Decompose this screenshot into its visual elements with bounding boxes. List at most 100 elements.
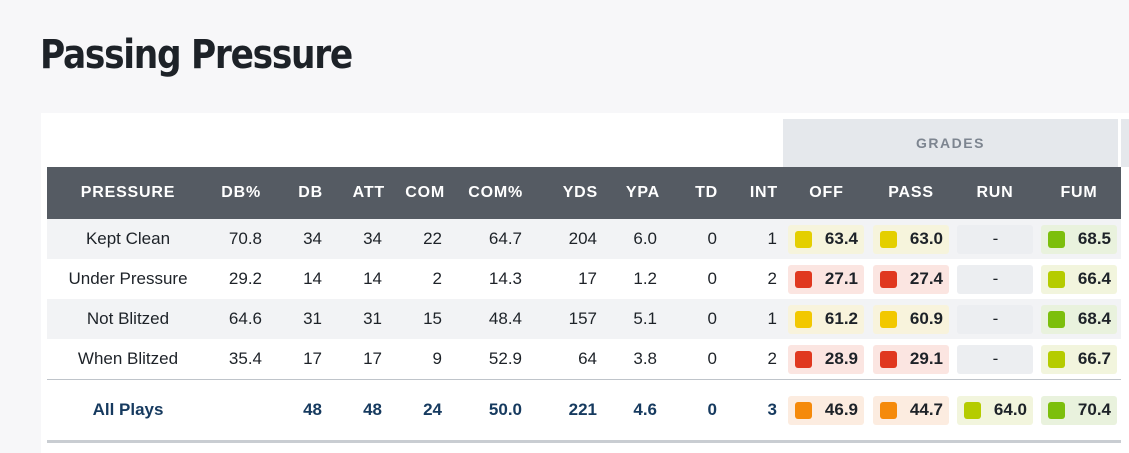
td-cell: 0 [707, 269, 717, 288]
off-grade-cell: 28.9 [784, 339, 869, 380]
off-grade-value: 46.9 [824, 400, 858, 419]
pass-grade-cell: 60.9 [869, 299, 953, 339]
col-header-fum[interactable]: FUM [1037, 167, 1121, 219]
off-grade-cell: 63.4 [784, 219, 869, 259]
off-grade-badge: 27.1 [788, 264, 864, 294]
off-grade-badge: 61.2 [788, 304, 864, 334]
off-grade-cell: 61.2 [784, 299, 869, 339]
grade-color-swatch-icon [1048, 401, 1065, 419]
com-cell: 9 [432, 349, 442, 368]
run-grade-empty: - [957, 304, 1033, 334]
ypa-cell: 6.0 [604, 219, 664, 259]
com-pct-cell: 48.4 [449, 299, 529, 339]
com-pct-cell: 50.0 [449, 379, 529, 443]
com-pct-cell: 64.7 [449, 219, 529, 259]
off-grade-badge: 63.4 [788, 224, 864, 254]
grade-color-swatch-icon [1048, 270, 1065, 288]
run-grade-badge: 64.0 [957, 395, 1033, 425]
col-header-pressure[interactable]: PRESSURE [47, 167, 209, 219]
grades-group-header: GRADES [783, 119, 1118, 167]
int-cell: 3 [724, 379, 784, 443]
table-row: When Blitzed 35.4 17 17 9 52.9 64 3.8 0 2 28.9 29.1… [47, 339, 1121, 380]
ypa-cell: 1.2 [633, 269, 657, 288]
off-grade-value: 63.4 [824, 229, 858, 248]
grade-color-swatch-icon [795, 350, 812, 368]
fum-grade-cell: 70.4 [1037, 379, 1121, 443]
pass-grade-badge: 44.7 [873, 395, 949, 425]
yds-cell: 157 [529, 299, 604, 339]
col-header-com-pct[interactable]: COM% [449, 167, 529, 219]
run-grade-value: 64.0 [993, 400, 1027, 419]
db-cell: 48 [269, 379, 329, 443]
off-grade-badge: 46.9 [788, 395, 864, 425]
fum-grade-value: 68.4 [1077, 309, 1111, 328]
grade-color-swatch-icon [880, 270, 897, 288]
fum-grade-badge: 66.4 [1041, 264, 1117, 294]
int-cell: 1 [724, 219, 784, 259]
col-header-int[interactable]: INT [724, 167, 784, 219]
col-header-ypa[interactable]: YPA [604, 167, 664, 219]
run-grade-cell: - [953, 259, 1037, 299]
fum-grade-value: 66.4 [1077, 269, 1111, 288]
col-header-db[interactable]: DB [269, 167, 329, 219]
page-title: Passing Pressure [40, 32, 353, 78]
db-cell: 31 [269, 299, 329, 339]
db-pct-cell: 64.6 [209, 299, 269, 339]
row-label: All Plays [47, 379, 209, 443]
grade-color-swatch-icon [880, 350, 897, 368]
col-header-td[interactable]: TD [664, 167, 724, 219]
col-header-pass[interactable]: PASS [869, 167, 953, 219]
grade-color-swatch-icon [1048, 230, 1065, 248]
com-pct-cell: 14.3 [488, 269, 522, 288]
col-header-off[interactable]: OFF [784, 167, 869, 219]
pass-grade-value: 60.9 [909, 309, 943, 328]
col-header-db-pct[interactable]: DB% [209, 167, 269, 219]
run-grade-empty: - [957, 344, 1033, 374]
att-cell: 48 [329, 379, 389, 443]
table-total-row: All Plays 48 48 24 50.0 221 4.6 0 3 46.9 44.7 64.0 7… [47, 379, 1121, 443]
off-grade-cell: 46.9 [784, 379, 869, 443]
grade-color-swatch-icon [795, 310, 812, 328]
pass-grade-value: 29.1 [909, 349, 943, 368]
td-cell: 0 [664, 219, 724, 259]
run-grade-cell: - [953, 339, 1037, 380]
col-header-com[interactable]: COM [389, 167, 449, 219]
yds-cell: 204 [529, 219, 604, 259]
run-grade-cell: - [953, 299, 1037, 339]
off-grade-cell: 27.1 [784, 259, 869, 299]
att-cell: 31 [329, 299, 389, 339]
pass-grade-badge: 27.4 [873, 264, 949, 294]
com-cell: 22 [389, 219, 449, 259]
int-cell: 1 [724, 299, 784, 339]
run-grade-cell: 64.0 [953, 379, 1037, 443]
fum-grade-badge: 70.4 [1041, 395, 1117, 425]
pass-grade-badge: 63.0 [873, 224, 949, 254]
row-label: Under Pressure [68, 269, 188, 288]
fum-grade-cell: 66.7 [1037, 339, 1121, 380]
att-cell: 17 [363, 349, 382, 368]
grade-color-swatch-icon [880, 401, 897, 419]
grade-color-swatch-icon [795, 230, 812, 248]
grade-color-swatch-icon [880, 230, 897, 248]
pass-grade-cell: 27.4 [869, 259, 953, 299]
fum-grade-value: 66.7 [1077, 349, 1111, 368]
fum-grade-badge: 68.5 [1041, 224, 1117, 254]
pass-grade-cell: 63.0 [869, 219, 953, 259]
int-cell: 2 [767, 269, 777, 288]
ypa-cell: 3.8 [633, 349, 657, 368]
col-header-run[interactable]: RUN [953, 167, 1037, 219]
grade-color-swatch-icon [880, 310, 897, 328]
off-grade-value: 28.9 [824, 349, 858, 368]
col-header-att[interactable]: ATT [329, 167, 389, 219]
pass-grade-value: 44.7 [909, 400, 943, 419]
grade-color-swatch-icon [795, 401, 812, 419]
row-label: When Blitzed [77, 349, 179, 368]
pass-grade-value: 27.4 [909, 269, 943, 288]
grade-color-swatch-icon [1048, 350, 1065, 368]
td-cell: 0 [664, 379, 724, 443]
off-grade-value: 61.2 [824, 309, 858, 328]
fum-grade-value: 68.5 [1077, 229, 1111, 248]
pass-grade-cell: 29.1 [869, 339, 953, 380]
col-header-yds[interactable]: YDS [529, 167, 604, 219]
pass-grade-value: 63.0 [909, 229, 943, 248]
